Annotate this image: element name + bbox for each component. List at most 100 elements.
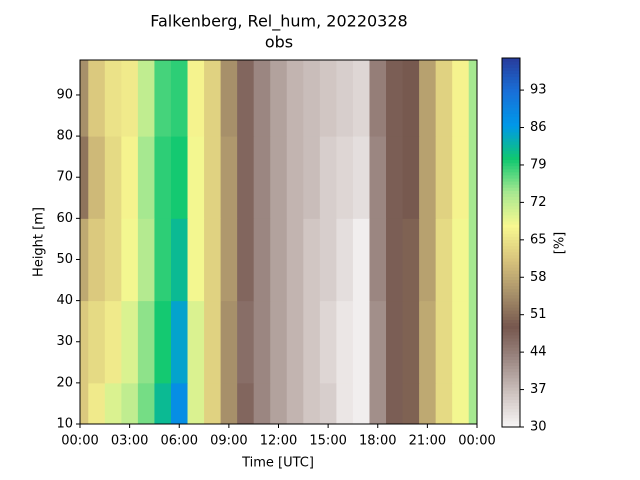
heatmap-cell	[386, 136, 404, 219]
colorbar-swatch	[502, 285, 520, 290]
colorbar-swatch	[502, 208, 520, 213]
heatmap-cell	[121, 382, 139, 425]
colorbar-swatch	[502, 165, 520, 170]
heatmap-cell	[352, 218, 370, 302]
heatmap-cell	[204, 60, 222, 137]
y-tick-label: 10	[56, 417, 73, 432]
colorbar-swatch	[502, 399, 520, 403]
heatmap-cell	[253, 382, 271, 425]
x-tick-label: 21:00	[409, 434, 446, 449]
heatmap-cell	[419, 300, 437, 384]
heatmap-cell	[435, 300, 453, 384]
heatmap-cell	[137, 60, 155, 137]
colorbar-swatch	[502, 402, 520, 407]
colorbar-swatch	[502, 307, 520, 311]
heatmap-cell	[319, 218, 337, 302]
colorbar-swatch	[502, 156, 520, 161]
heatmap-cell	[468, 136, 478, 219]
colorbar-swatch	[502, 340, 520, 345]
colorbar-swatch	[502, 380, 520, 385]
heatmap-cell	[303, 218, 321, 302]
colorbar-swatch	[502, 270, 520, 274]
heatmap-cell	[253, 300, 271, 384]
colorbar-swatch	[502, 134, 520, 139]
heatmap-cell	[369, 136, 387, 219]
colorbar-swatch	[502, 131, 520, 136]
heatmap-cell	[336, 300, 354, 384]
colorbar-swatch	[502, 211, 520, 216]
x-tick-label: 00:00	[458, 434, 495, 449]
colorbar-swatch	[502, 347, 520, 351]
heatmap-cell	[104, 218, 122, 302]
y-tick-label: 80	[56, 129, 73, 144]
colorbar-swatch	[502, 85, 520, 90]
colorbar-swatch	[502, 199, 520, 204]
colorbar-swatch	[502, 282, 520, 287]
heatmap-cell	[352, 382, 370, 425]
colorbar-swatch	[502, 279, 520, 284]
heatmap-cell	[170, 300, 189, 384]
heatmap-cell	[253, 60, 271, 137]
colorbar-swatch	[502, 184, 520, 188]
heatmap-cell	[435, 218, 453, 302]
colorbar-swatch	[502, 141, 520, 145]
colorbar-swatch	[502, 64, 520, 68]
colorbar-swatch	[502, 137, 520, 142]
colorbar-swatch	[502, 334, 520, 339]
colorbar-swatch	[502, 107, 520, 111]
x-tick-label: 18:00	[359, 434, 396, 449]
colorbar-swatch	[502, 122, 520, 127]
heatmap-cell	[204, 300, 222, 384]
heatmap-cell	[319, 136, 337, 219]
colorbar-swatch	[502, 220, 520, 225]
y-tick-label: 40	[56, 293, 73, 308]
colorbar-swatch	[502, 205, 520, 210]
heatmap-cell	[452, 382, 470, 425]
heatmap-cell	[187, 218, 205, 302]
heatmap-cell	[270, 60, 288, 137]
colorbar-swatch	[502, 159, 520, 164]
heatmap-cell	[369, 382, 387, 425]
colorbar-swatch	[502, 242, 520, 247]
colorbar-swatch	[502, 125, 520, 130]
colorbar-swatch	[502, 162, 520, 167]
heatmap-cell	[154, 300, 172, 384]
heatmap-cell	[286, 60, 304, 137]
colorbar-swatch	[502, 147, 520, 151]
colorbar-tick-label: 86	[530, 120, 547, 135]
colorbar-swatch	[502, 257, 520, 262]
heatmap-cell	[468, 60, 478, 137]
heatmap-cell	[170, 382, 189, 425]
heatmap-cell	[402, 60, 420, 137]
heatmap-cell	[154, 382, 172, 425]
heatmap-cell	[237, 382, 255, 425]
colorbar-swatch	[502, 393, 520, 397]
heatmap-cell	[286, 300, 304, 384]
heatmap-cell	[154, 136, 172, 219]
colorbar-swatch	[502, 150, 520, 154]
y-tick-label: 30	[56, 334, 73, 349]
heatmap-cell	[402, 382, 420, 425]
heatmap-cell	[154, 218, 172, 302]
heatmap-cell	[435, 136, 453, 219]
heatmap-cell	[88, 300, 106, 384]
heatmap-cell	[237, 136, 255, 219]
colorbar-swatch	[502, 79, 520, 84]
colorbar-swatch	[502, 276, 520, 280]
heatmap-cell	[104, 382, 122, 425]
colorbar-swatch	[502, 181, 520, 185]
heatmap-cell	[319, 382, 337, 425]
colorbar-swatch	[502, 76, 520, 81]
colorbar-tick-label: 65	[530, 232, 547, 247]
colorbar-swatch	[502, 174, 520, 179]
x-tick-label: 03:00	[111, 434, 148, 449]
heatmap-cell	[402, 300, 420, 384]
heatmap-cell	[187, 60, 205, 137]
heatmap-cell	[286, 136, 304, 219]
x-tick-label: 06:00	[161, 434, 198, 449]
colorbar-swatch	[502, 291, 520, 296]
colorbar-swatch	[502, 273, 520, 277]
heatmap-cell	[419, 382, 437, 425]
heatmap-cell	[88, 218, 106, 302]
colorbar-swatch	[502, 390, 520, 394]
